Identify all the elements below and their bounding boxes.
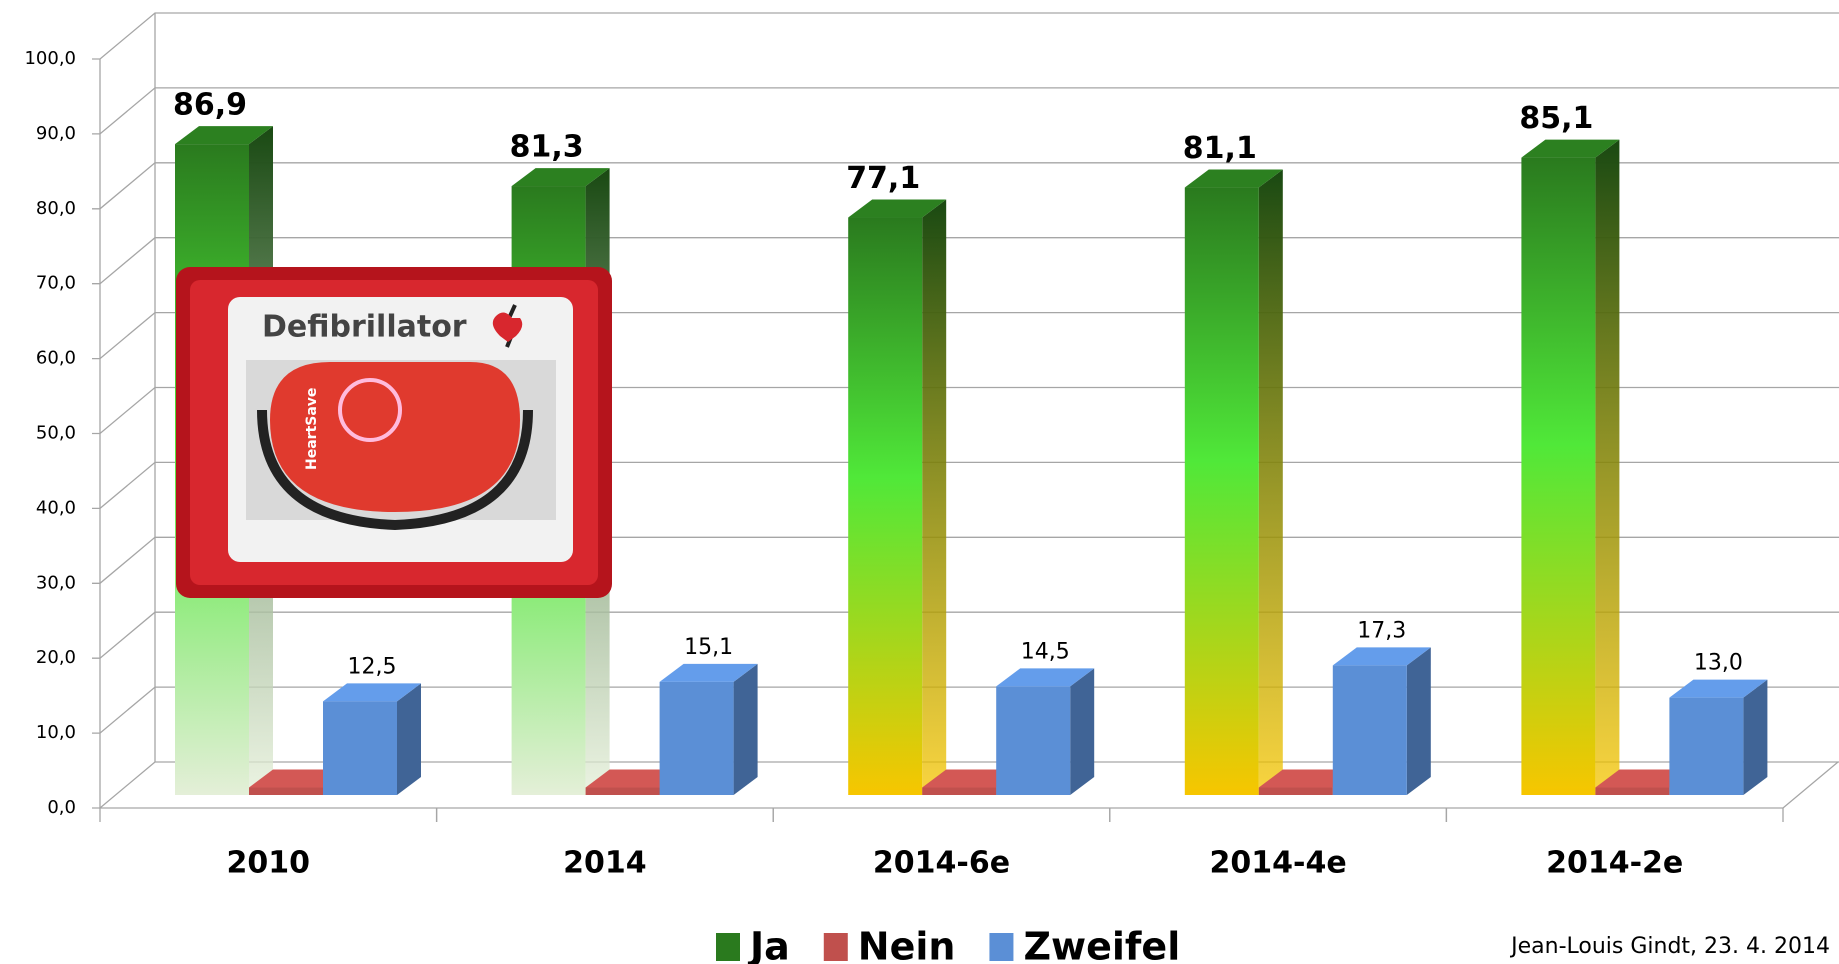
bar: [1521, 157, 1596, 795]
value-label: 17,3: [1357, 618, 1406, 643]
photo-device-text: HeartSave: [304, 388, 320, 470]
bar-side: [397, 683, 421, 795]
y-tick-label: 30,0: [36, 572, 76, 593]
y-tick-label: 10,0: [36, 722, 76, 743]
grid-line: [92, 386, 1839, 435]
value-label: 85,1: [1519, 101, 1593, 136]
grid-line: [92, 611, 1839, 659]
bar-side: [1595, 139, 1620, 795]
grid-line: [92, 162, 1839, 210]
y-tick-label: 80,0: [36, 198, 76, 219]
y-tick-label: 70,0: [36, 273, 76, 294]
defibrillator-photo: Defibrillator HeartSave: [176, 267, 612, 598]
x-tick-label: 2014: [563, 846, 647, 881]
grid-line: [92, 12, 1839, 60]
photo-heart: [492, 312, 523, 342]
annotation: Jean-Louis Gindt, 23. 4. 2014: [1509, 934, 1830, 959]
value-label: 15,1: [684, 635, 733, 660]
bar: [585, 787, 660, 795]
bar-top: [511, 168, 610, 187]
photo-device-icon: [338, 378, 402, 442]
bar-top: [1258, 769, 1357, 788]
bar-top: [922, 769, 1021, 788]
grid-line: [92, 87, 1839, 135]
value-label: 81,3: [510, 130, 584, 165]
bar: [922, 787, 997, 795]
bar-top: [175, 126, 273, 145]
grid: [92, 12, 1839, 822]
bar: [323, 701, 397, 795]
bar-side: [1258, 169, 1283, 795]
photo-title: Defibrillator: [262, 310, 467, 345]
x-tick-label: 2014-6e: [873, 846, 1010, 881]
bar-top: [249, 769, 347, 788]
bar-top: [1184, 169, 1283, 188]
bar-top: [1669, 679, 1768, 698]
y-tick-label: 90,0: [36, 123, 76, 144]
bar: [1258, 787, 1333, 795]
legend-swatch: [823, 933, 848, 961]
bar-top: [1595, 769, 1694, 788]
bar-top: [996, 668, 1095, 687]
bar: [848, 217, 923, 795]
bar-side: [733, 663, 758, 795]
bar-top: [1332, 647, 1431, 666]
bar-side: [922, 199, 947, 795]
y-tick-label: 60,0: [36, 348, 76, 369]
legend-label: Zweifel: [1023, 925, 1180, 964]
value-label: 14,5: [1021, 639, 1070, 664]
legend-swatch: [716, 933, 740, 961]
bar-top: [323, 683, 421, 702]
value-label: 77,1: [846, 161, 920, 196]
y-tick-label: 100,0: [24, 48, 76, 69]
grid-line: [92, 237, 1839, 285]
y-tick-label: 50,0: [36, 423, 76, 444]
bar-top: [848, 199, 947, 218]
value-label: 12,5: [348, 654, 397, 679]
bar-top: [1521, 139, 1620, 158]
photo-device-rim: [257, 409, 533, 531]
legend-label: Nein: [858, 925, 956, 964]
value-label: 86,9: [173, 88, 247, 123]
y-tick-label: 20,0: [36, 647, 76, 668]
grid-line: [92, 311, 1839, 360]
bar: [1332, 665, 1407, 795]
x-tick-label: 2014-4e: [1210, 846, 1347, 881]
bar: [659, 681, 734, 795]
bar: [1669, 697, 1744, 795]
y-tick-label: 0,0: [47, 797, 76, 818]
legend-swatch: [989, 933, 1014, 961]
value-label: 81,1: [1183, 131, 1257, 166]
bar: [1595, 787, 1670, 795]
x-tick-label: 2010: [227, 846, 311, 881]
bar-top: [585, 769, 684, 788]
grid-line: [92, 461, 1839, 510]
legend-label: Ja: [747, 925, 790, 964]
bar: [249, 787, 323, 795]
grid-line: [92, 536, 1839, 584]
value-label: 13,0: [1694, 651, 1743, 676]
bar-side: [1743, 679, 1768, 795]
labels: 0,0 10,0 20,0 30,0 40,0 50,0 60,0 70,0 80,0 90,0 1…: [24, 48, 1830, 964]
bar: [1184, 187, 1259, 795]
bar: [996, 686, 1071, 795]
bar-side: [1406, 647, 1431, 795]
photo-device: [270, 362, 520, 512]
x-tick-label: 2014-2e: [1546, 846, 1683, 881]
bar-top: [659, 663, 758, 682]
y-tick-label: 40,0: [36, 497, 76, 518]
bar-side: [1070, 668, 1095, 795]
